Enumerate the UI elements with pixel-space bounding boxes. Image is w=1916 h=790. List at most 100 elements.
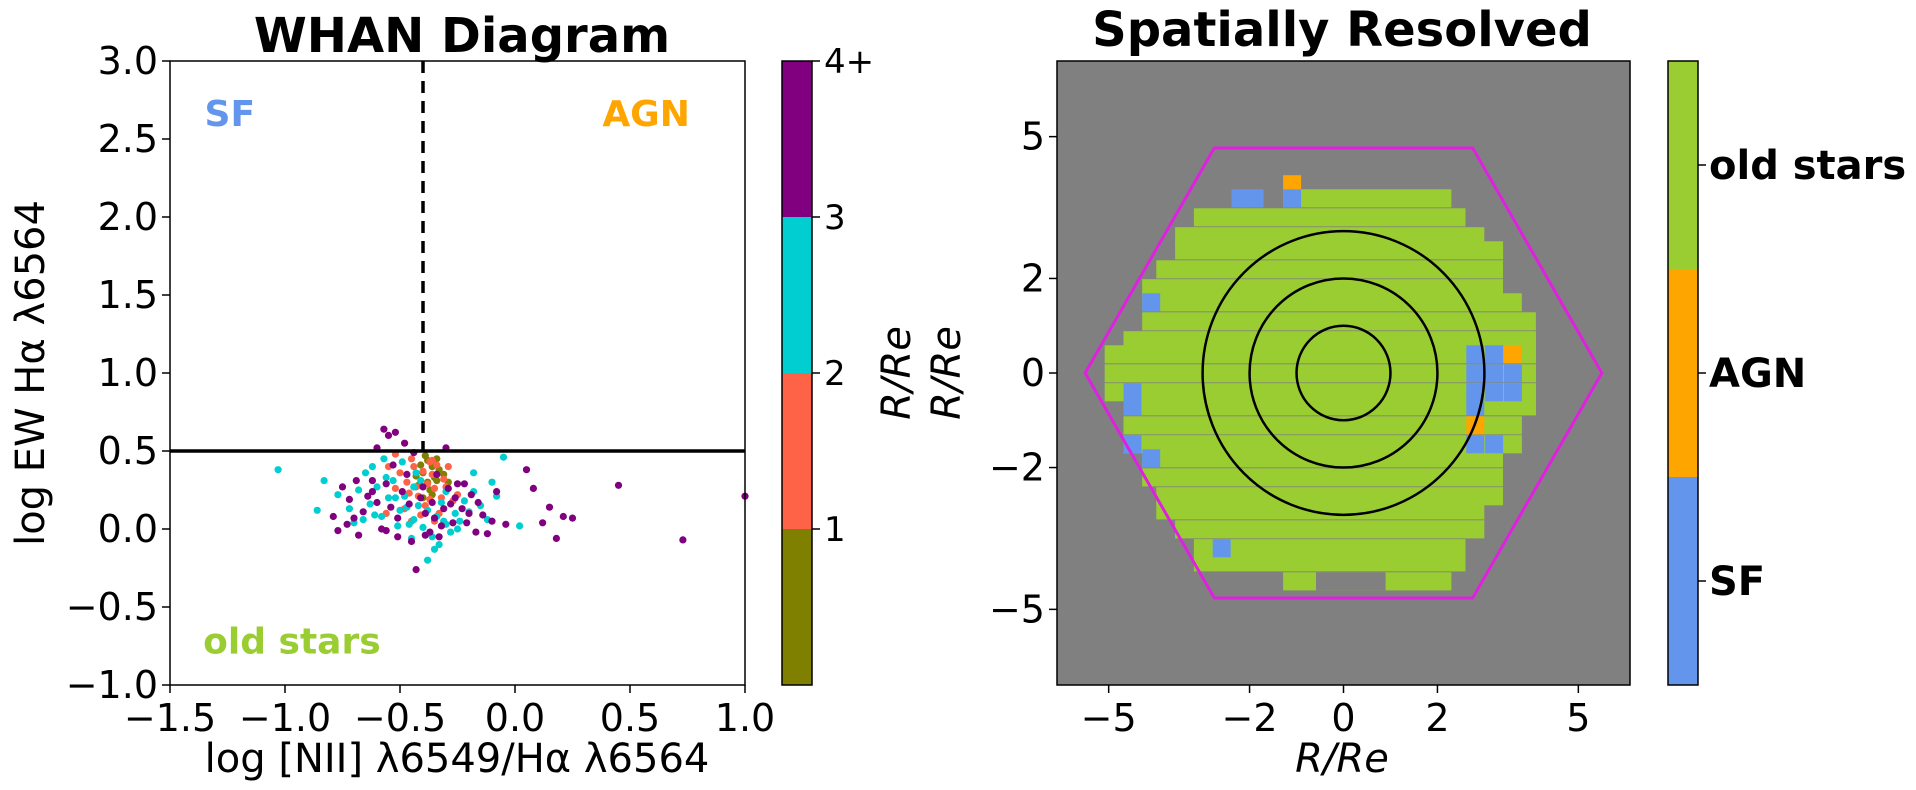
scatter-point <box>444 484 452 492</box>
scatter-point <box>430 545 439 553</box>
scatter-point <box>417 477 425 485</box>
colorbar-segment <box>782 373 812 529</box>
map-pixel-row <box>1316 572 1386 591</box>
x-tick-label: 0 <box>1331 696 1355 740</box>
scatter-point <box>440 505 448 513</box>
scatter-point <box>380 455 388 463</box>
y-tick-label: 3.0 <box>98 39 158 83</box>
scatter-point <box>387 503 395 511</box>
colorbar-tick-label: 4+ <box>824 42 874 82</box>
scatter-point <box>421 452 429 460</box>
effective-radius-ellipse <box>1248 277 1439 469</box>
scatter-point <box>345 505 353 513</box>
scatter-point <box>394 533 402 541</box>
map-pixel-sf <box>1142 449 1161 468</box>
scatter-point <box>405 500 413 508</box>
y-tick-label: 0.5 <box>98 429 158 473</box>
scatter-point <box>412 566 420 574</box>
scatter-point <box>410 463 418 471</box>
scatter-point <box>614 481 623 489</box>
y-tick-label: 2 <box>1021 256 1045 300</box>
scatter-point <box>368 488 376 496</box>
scatter-point <box>389 461 397 469</box>
y-tick-label: −5 <box>989 587 1045 631</box>
map-pixel-row <box>1142 293 1522 312</box>
scatter-point <box>407 455 416 463</box>
map-pixel-sf <box>1466 383 1485 402</box>
scatter-point <box>401 439 409 447</box>
scatter-point <box>437 498 445 507</box>
map-pixel-sf <box>1212 539 1231 558</box>
scatter-point <box>334 491 342 499</box>
map-pixel-row <box>1283 189 1452 208</box>
scatter-point <box>382 473 390 482</box>
scatter-point <box>373 483 381 491</box>
scatter-point <box>334 527 342 535</box>
scatter-point <box>398 458 406 466</box>
map-pixel-sf <box>1283 189 1302 208</box>
scatter-point <box>467 491 475 499</box>
scatter-point <box>493 488 501 496</box>
whan-region-labels: SF AGN old stars <box>203 94 690 662</box>
map-plot-area <box>1057 61 1630 685</box>
scatter-point <box>380 425 388 433</box>
map-pixel-row <box>1175 520 1485 539</box>
colorbar-category-label: old stars <box>1709 143 1906 189</box>
scatter-point <box>430 484 439 492</box>
scatter-point <box>394 522 402 530</box>
scatter-point <box>396 469 404 477</box>
map-title: Spatially Resolved <box>1092 2 1592 58</box>
scatter-point <box>474 498 482 507</box>
y-tick-label: −0.5 <box>66 585 158 629</box>
scatter-point <box>359 516 367 524</box>
colorbar-segment <box>1668 61 1698 269</box>
x-tick-label: 0.5 <box>600 696 660 740</box>
scatter-point <box>414 502 422 510</box>
scatter-point <box>343 520 351 528</box>
whan-axes-frame <box>169 60 746 686</box>
map-x-ticks: −5 −2 0 2 5 <box>1081 685 1590 740</box>
map-pixel-row <box>1175 227 1485 246</box>
scatter-point <box>529 484 538 492</box>
scatter-point <box>417 461 425 469</box>
scatter-point <box>428 456 436 464</box>
scatter-point <box>424 556 432 564</box>
colorbar-segment <box>782 217 812 373</box>
colorbar-segment <box>1668 269 1698 477</box>
colorbar-tick-label: 1 <box>824 510 846 550</box>
map-pixel-sf <box>1503 383 1522 402</box>
scatter-point <box>552 534 561 543</box>
colorbar-category-label: SF <box>1709 559 1765 605</box>
scatter-point <box>453 525 462 533</box>
scatter-point <box>437 522 445 530</box>
x-tick-label: −1.5 <box>124 696 216 740</box>
colorbar-segment <box>1668 477 1698 685</box>
scatter-point <box>378 512 386 521</box>
scatter-point <box>460 480 468 488</box>
scatter-point <box>679 536 687 544</box>
map-pixel-row <box>1193 539 1466 558</box>
scatter-point <box>451 509 459 517</box>
scatter-point <box>403 478 411 486</box>
map-pixel-row <box>1142 312 1536 331</box>
map-pixel-sf <box>1485 364 1504 383</box>
scatter-point <box>447 500 455 508</box>
map-pixel-row <box>1142 449 1503 468</box>
scatter-point <box>568 514 577 522</box>
scatter-point <box>403 470 411 478</box>
scatter-point <box>384 494 393 502</box>
colorbar-tick-label: 3 <box>824 198 846 238</box>
whan-title: WHAN Diagram <box>254 8 670 64</box>
scatter-point <box>421 531 429 539</box>
scatter-point <box>371 511 379 519</box>
map-pixel-row <box>1104 345 1536 364</box>
colorbar-segment <box>782 529 812 685</box>
scatter-point <box>394 514 402 522</box>
scatter-point <box>451 494 459 502</box>
x-tick-label: −1.0 <box>239 696 331 740</box>
scatter-point <box>417 494 425 502</box>
scatter-point <box>398 488 406 496</box>
y-tick-label: 2.5 <box>98 117 158 161</box>
map-pixel-row <box>1156 260 1503 279</box>
